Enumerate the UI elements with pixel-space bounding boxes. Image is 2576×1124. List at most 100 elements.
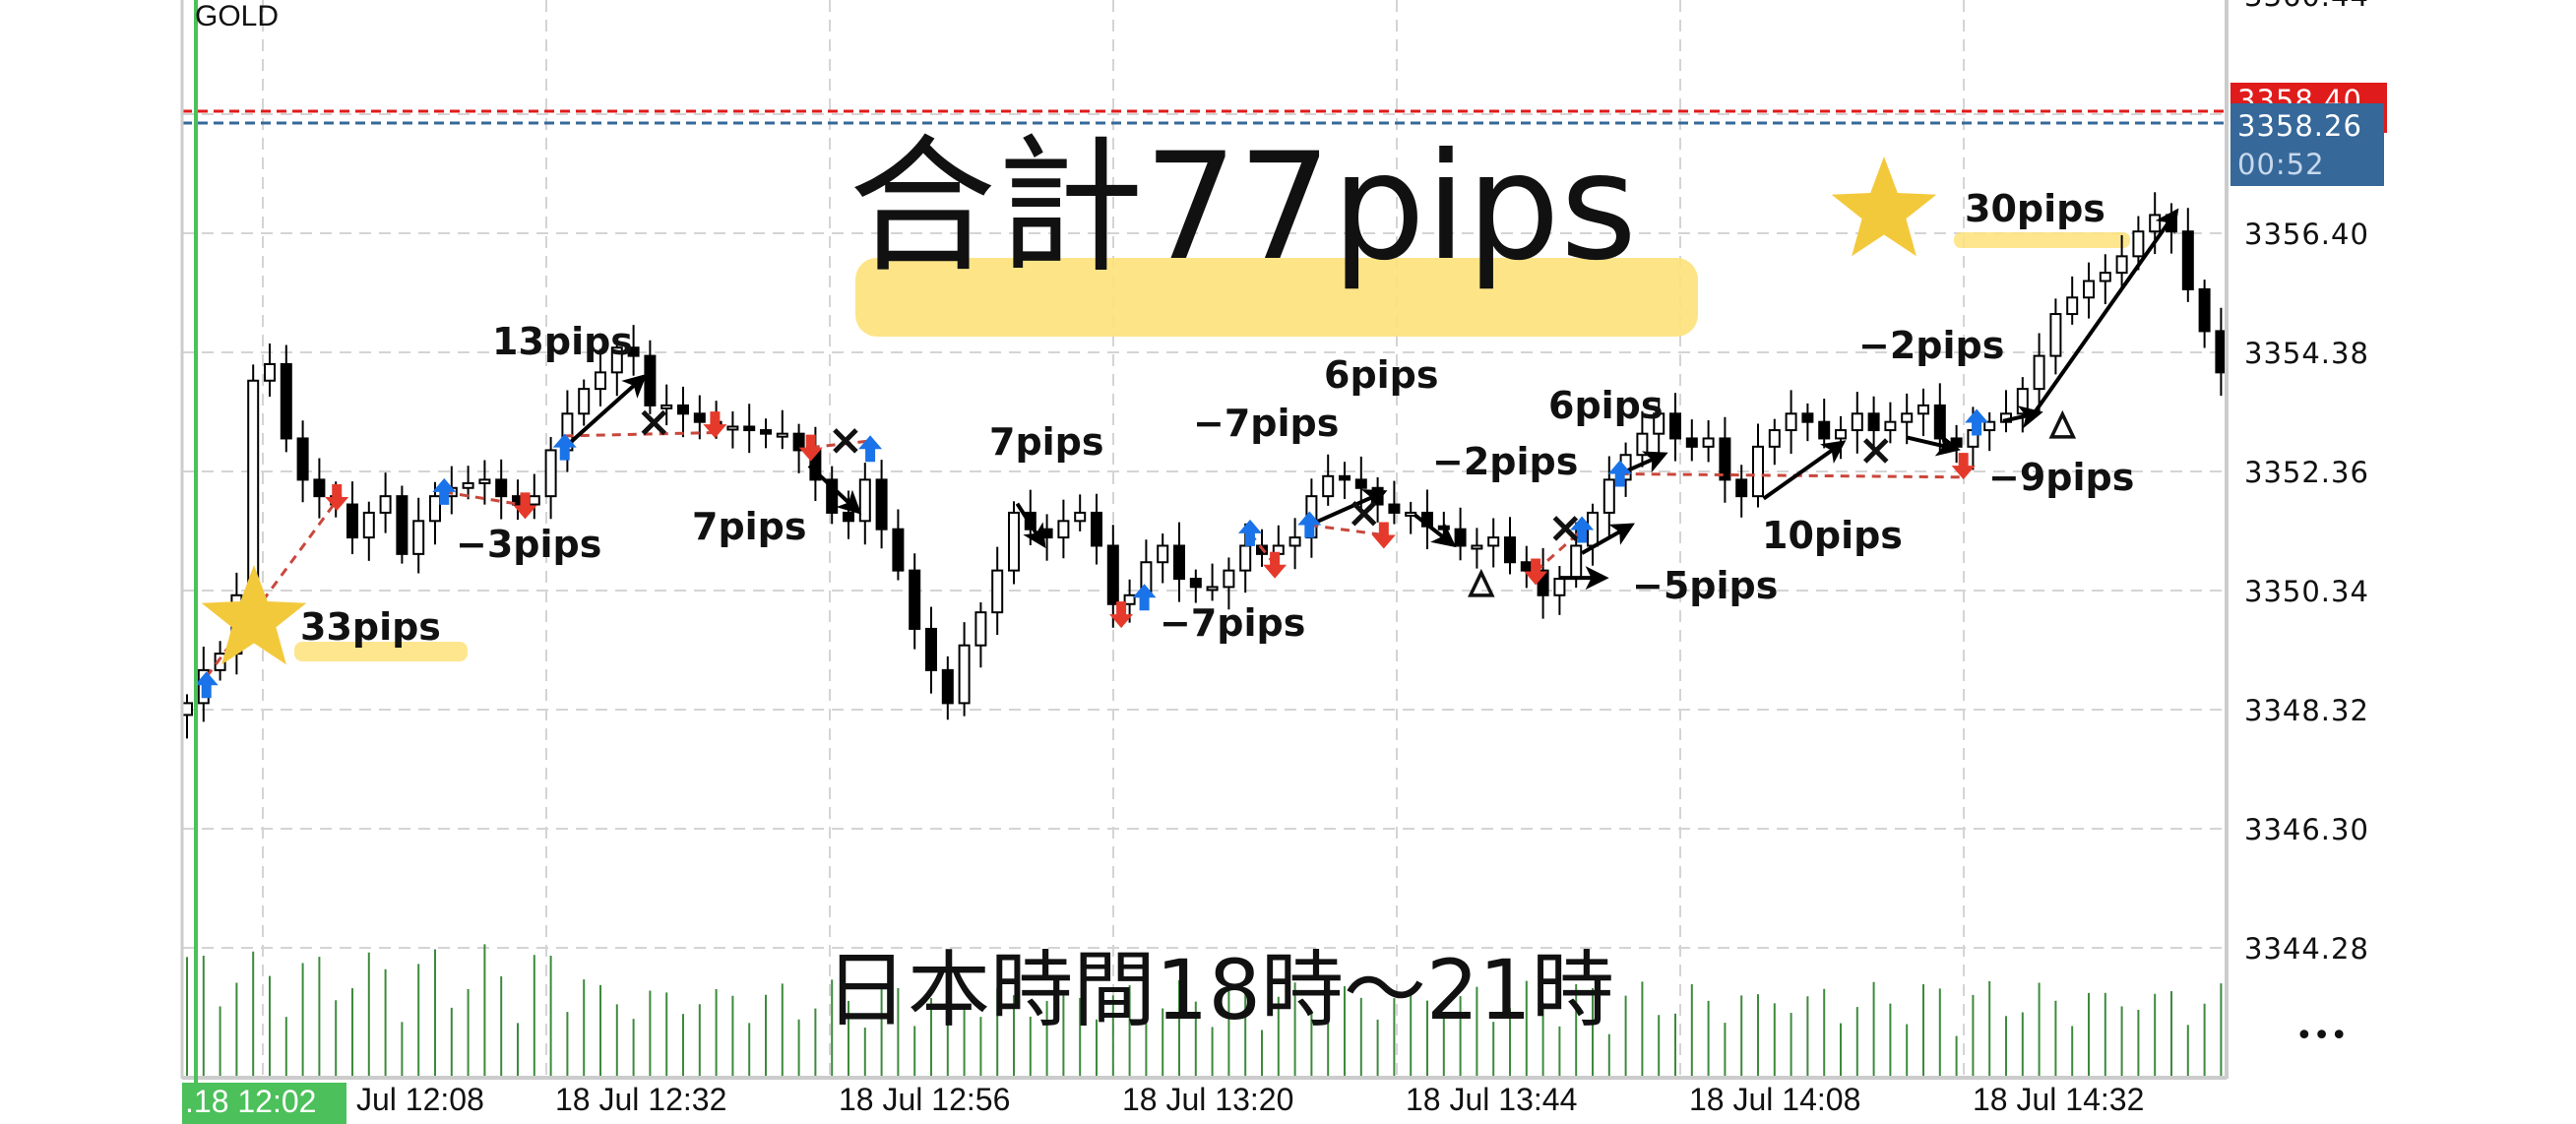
arrow-down-icon bbox=[1109, 601, 1134, 629]
bearish-candle bbox=[1685, 437, 1698, 448]
bullish-candle bbox=[2149, 214, 2162, 233]
volume-bars bbox=[186, 944, 2223, 1076]
pips-label: 7pips bbox=[989, 420, 1104, 464]
arrow-down-icon bbox=[703, 411, 727, 439]
bearish-candle bbox=[792, 432, 805, 452]
arrow-down-icon bbox=[1263, 551, 1288, 579]
arrow-down-icon bbox=[1524, 558, 1548, 586]
bearish-candle bbox=[1950, 437, 1963, 448]
trade-link-line bbox=[564, 431, 716, 438]
time-tick: 18 Jul 14:08 bbox=[1689, 1082, 1860, 1117]
bullish-candle bbox=[1901, 412, 1914, 423]
price-tick: 3356.40 bbox=[2244, 218, 2369, 251]
bullish-candle bbox=[247, 379, 260, 596]
total-pips-title: 合計77pips bbox=[848, 122, 1637, 293]
arrow-up-icon bbox=[1237, 519, 1262, 546]
bearish-candle bbox=[1818, 420, 1831, 440]
bullish-candle bbox=[2083, 280, 2095, 299]
bullish-candle bbox=[2066, 296, 2079, 316]
bearish-candle bbox=[1339, 474, 1351, 481]
time-tick: 18 Jul 13:44 bbox=[1406, 1082, 1577, 1117]
bullish-candle bbox=[1884, 420, 1897, 432]
bullish-candle bbox=[528, 495, 540, 506]
trade-move-arrow bbox=[2033, 208, 2179, 414]
session-time-caption: 日本時間18時〜21時 bbox=[825, 942, 1614, 1038]
bullish-candle bbox=[1288, 536, 1301, 547]
bullish-candle bbox=[958, 644, 971, 705]
bullish-candle bbox=[1157, 544, 1169, 564]
bullish-candle bbox=[1239, 544, 1252, 572]
arrow-up-icon bbox=[1570, 516, 1595, 543]
bullish-candle bbox=[462, 481, 474, 489]
bearish-candle bbox=[280, 362, 292, 440]
bearish-candle bbox=[909, 569, 921, 630]
time-tick: Jul 12:08 bbox=[356, 1082, 484, 1117]
price-axis[interactable]: 3360.44 3356.40 3354.38 3352.36 3350.34 … bbox=[2244, 0, 2369, 966]
bullish-candle bbox=[660, 404, 673, 409]
bearish-candle bbox=[743, 425, 756, 432]
triangle-icon bbox=[2048, 409, 2077, 439]
bullish-candle bbox=[2132, 230, 2145, 258]
bearish-candle bbox=[1189, 578, 1202, 589]
pips-label: −2pips bbox=[1858, 324, 2004, 367]
cross-icon bbox=[1862, 438, 1889, 464]
bearish-candle bbox=[925, 627, 937, 671]
bearish-candle bbox=[495, 478, 508, 498]
arrow-up-icon bbox=[552, 433, 577, 461]
bullish-candle bbox=[429, 495, 441, 523]
pips-label: 33pips bbox=[300, 605, 441, 649]
pips-label: 6pips bbox=[1548, 384, 1664, 427]
trade-move-arrow bbox=[1015, 502, 1046, 548]
bullish-candle bbox=[776, 432, 788, 438]
trade-move-arrow bbox=[1762, 440, 1847, 501]
bearish-candle bbox=[1735, 478, 1748, 498]
bearish-candle bbox=[1669, 412, 1681, 440]
arrow-down-icon bbox=[1371, 522, 1396, 549]
bullish-candle bbox=[991, 569, 1004, 614]
bearish-candle bbox=[892, 528, 905, 572]
bullish-candle bbox=[1768, 429, 1781, 448]
trade-link-line bbox=[810, 439, 871, 450]
bullish-candle bbox=[1653, 412, 1665, 435]
triangle-icon bbox=[1468, 568, 1495, 597]
time-axis[interactable]: Jul 12:08 18 Jul 12:32 18 Jul 12:56 18 J… bbox=[356, 1082, 2144, 1117]
bullish-candle bbox=[1206, 586, 1219, 592]
star-icon bbox=[1831, 156, 1937, 257]
bullish-candle bbox=[1570, 544, 1583, 581]
price-tick: 3350.34 bbox=[2244, 575, 2369, 608]
bullish-candle bbox=[362, 511, 375, 539]
arrow-down-icon bbox=[513, 492, 537, 520]
bearish-candle bbox=[2215, 330, 2228, 374]
bullish-candle bbox=[2115, 255, 2128, 275]
pips-label: −9pips bbox=[1988, 456, 2134, 499]
bearish-candle bbox=[296, 437, 309, 481]
price-tick: 3352.36 bbox=[2244, 456, 2369, 489]
bullish-candle bbox=[1553, 578, 1566, 596]
title-highlight bbox=[855, 258, 1698, 337]
bearish-candle bbox=[1040, 528, 1053, 539]
bearish-candle bbox=[760, 429, 772, 435]
cross-icon bbox=[1552, 516, 1579, 541]
bearish-candle bbox=[1388, 503, 1401, 514]
bullish-candle bbox=[1702, 437, 1715, 448]
symbol-label: GOLD bbox=[195, 0, 279, 32]
bullish-candle bbox=[595, 371, 606, 391]
trade-move-arrow bbox=[1414, 513, 1457, 548]
highlight-33pips bbox=[294, 642, 468, 661]
bearish-candle bbox=[941, 668, 954, 705]
bullish-candle bbox=[726, 425, 739, 431]
bullish-candle bbox=[1785, 412, 1797, 432]
bullish-candle bbox=[1223, 569, 1235, 589]
trade-link-line bbox=[1309, 523, 1385, 537]
more-menu-button[interactable]: ••• bbox=[2295, 1019, 2348, 1053]
trade-annotations bbox=[194, 208, 2179, 699]
trade-move-arrow bbox=[563, 373, 648, 450]
svg-text:.18 12:02: .18 12:02 bbox=[185, 1084, 316, 1119]
bullish-candle bbox=[610, 346, 623, 374]
bullish-candle bbox=[2033, 354, 2045, 391]
cross-icon bbox=[641, 409, 667, 436]
price-tick: 3360.44 bbox=[2244, 0, 2369, 13]
price-tick: 3344.28 bbox=[2244, 932, 2369, 966]
bullish-candle bbox=[1057, 520, 1070, 539]
